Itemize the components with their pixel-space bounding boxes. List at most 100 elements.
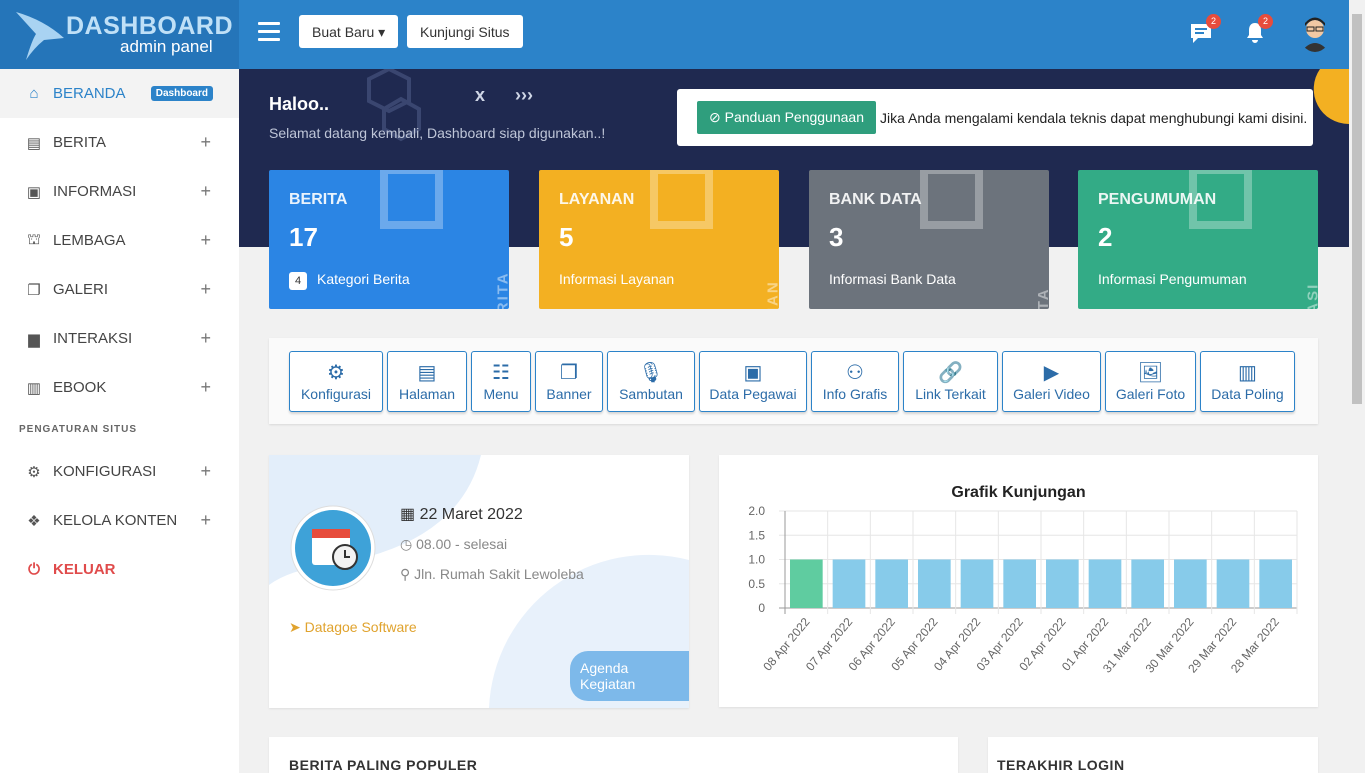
stat-sub-text: Informasi Pengumuman: [1098, 271, 1247, 287]
event-date: ▦ 22 Maret 2022: [400, 504, 523, 524]
page-scrollbar[interactable]: [1349, 0, 1365, 773]
logo-subtitle: admin panel: [120, 37, 213, 56]
stat-sub: Informasi Pengumuman: [1098, 271, 1247, 287]
clock-icon: ◷: [400, 536, 417, 552]
scrollbar-thumb[interactable]: [1352, 14, 1362, 404]
stat-decoration-icon: [920, 170, 983, 229]
sidebar-item-label: BERITA: [53, 134, 107, 151]
messages-badge: 2: [1206, 14, 1221, 29]
shortcut-galeri-video[interactable]: ▶ Galeri Video: [1002, 351, 1101, 412]
notifications-badge: 2: [1258, 14, 1273, 29]
avatar[interactable]: [1299, 14, 1331, 52]
shortcut-sambutan[interactable]: 🎙 Sambutan: [607, 351, 695, 412]
shortcut-info-grafis[interactable]: ⚇ Info Grafis: [811, 351, 899, 412]
bar: [918, 559, 951, 608]
sidebar: ⌂ BERANDA Dashboard ▤ BERITA + ▣ INFORMASI + ⛫…: [0, 69, 239, 773]
shortcut-menu[interactable]: ☷ Menu: [471, 351, 531, 412]
bar: [1046, 559, 1079, 608]
popular-news-title: BERITA PALING POPULER: [289, 757, 478, 773]
stat-sub: 4 Kategori Berita: [289, 271, 410, 290]
sidebar-item-konfigurasi[interactable]: ⚙ KONFIGURASI +: [0, 447, 239, 496]
messages-icon[interactable]: 2: [1189, 14, 1221, 49]
shortcut-data-poling[interactable]: ▥ Data Poling: [1200, 351, 1295, 412]
sidebar-item-label: KELOLA KONTEN: [53, 512, 178, 529]
plus-icon: +: [200, 279, 211, 299]
bar: [1259, 559, 1292, 608]
bell-icon[interactable]: 2: [1245, 14, 1273, 49]
stat-card-layanan[interactable]: LAYANAN 5 Informasi Layanan LAYANAN: [539, 170, 779, 309]
shortcut-label: Halaman: [398, 386, 456, 402]
popular-news-card: BERITA PALING POPULER: [269, 737, 958, 773]
guide-button[interactable]: ⊘ Panduan Penggunaan: [697, 101, 876, 134]
logo[interactable]: DASHBOARD admin panel: [0, 0, 239, 69]
shortcut-data-pegawai[interactable]: ▣ Data Pegawai: [699, 351, 807, 412]
logout-label: KELUAR: [53, 561, 116, 578]
sidebar-section-heading: PENGATURAN SITUS: [19, 424, 138, 435]
logout-button[interactable]: ⏻ KELUAR: [0, 545, 239, 594]
sidebar-item-label: LEMBAGA: [53, 232, 126, 249]
stat-label: BERITA: [289, 191, 348, 208]
book-open-icon: ▥: [26, 379, 42, 397]
sidebar-item-label: BERANDA: [53, 85, 126, 102]
greeting: Haloo..: [269, 94, 330, 114]
sidebar-item-label: EBOOK: [53, 379, 107, 396]
bar: [1088, 559, 1122, 608]
sidebar-item-beranda[interactable]: ⌂ BERANDA Dashboard: [0, 69, 239, 118]
new-dropdown-button[interactable]: Buat Baru ▾: [299, 15, 399, 48]
shortcut-icon: ▤: [417, 362, 437, 384]
menu-toggle-icon[interactable]: [258, 22, 280, 42]
stat-sub-text: Informasi Layanan: [559, 271, 675, 287]
notice-text[interactable]: Jika Anda mengalami kendala teknis dapat…: [879, 109, 1308, 126]
visit-site-button[interactable]: Kunjungi Situs: [407, 15, 523, 48]
shortcut-link-terkait[interactable]: 🔗 Link Terkait: [903, 351, 998, 412]
event-organizer: ➤ Datagoe Software: [289, 619, 417, 636]
sidebar-item-informasi[interactable]: ▣ INFORMASI +: [0, 167, 239, 216]
shortcut-galeri-foto[interactable]: 🖼 Galeri Foto: [1105, 351, 1196, 412]
sidebar-item-berita[interactable]: ▤ BERITA +: [0, 118, 239, 167]
shortcut-icon: ▥: [1238, 362, 1257, 384]
sidebar-item-label: INFORMASI: [53, 183, 137, 200]
plus-icon: +: [200, 230, 211, 250]
event-time-text: 08.00 - selesai: [416, 536, 508, 552]
help-notice: ⊘ Panduan Penggunaan Jika Anda mengalami…: [677, 89, 1313, 146]
y-tick-label: 1.5: [748, 528, 765, 542]
shortcut-banner[interactable]: ❐ Banner: [535, 351, 603, 412]
logo-title: DASHBOARD: [66, 12, 233, 40]
banner-decoration: x ›››: [367, 69, 1349, 142]
shortcut-icon: 🖼: [1137, 362, 1164, 384]
shortcut-icon: ❐: [560, 362, 578, 384]
shortcut-halaman[interactable]: ▤ Halaman: [387, 351, 467, 412]
sidebar-item-galeri[interactable]: ❐ GALERI +: [0, 265, 239, 314]
shortcut-label: Galeri Video: [1013, 386, 1090, 402]
sidebar-item-ebook[interactable]: ▥ EBOOK +: [0, 363, 239, 412]
stat-card-pengumuman[interactable]: PENGUMUMAN 2 Informasi Pengumuman INFOMA…: [1078, 170, 1318, 309]
cogs-icon: ⚙: [27, 463, 41, 481]
stat-decoration-icon: [380, 170, 443, 229]
comments-icon: ▆: [28, 330, 40, 348]
shortcut-label: Konfigurasi: [300, 386, 372, 402]
stat-card-berita[interactable]: BERITA 17 4 Kategori Berita BERITA: [269, 170, 509, 309]
plus-icon: +: [200, 328, 211, 348]
images-icon: ❐: [27, 281, 41, 299]
shortcut-label: Galeri Foto: [1115, 386, 1186, 402]
event-time: ◷ 08.00 - selesai: [400, 536, 507, 553]
bar: [1003, 559, 1036, 608]
bar: [790, 559, 823, 608]
shortcut-icon: ⚙: [327, 362, 345, 384]
sidebar-item-kelola-konten[interactable]: ❖ KELOLA KONTEN +: [0, 496, 239, 545]
agenda-button[interactable]: Agenda Kegiatan: [570, 651, 689, 701]
stat-label: BANK DATA: [829, 191, 922, 208]
shortcut-label: Data Pegawai: [709, 386, 797, 402]
bird-logo-icon: [16, 12, 64, 60]
paper-plane-icon: ➤: [289, 619, 305, 635]
stat-decoration-icon: [650, 170, 713, 229]
caret-down-icon: ▾: [378, 24, 386, 40]
sidebar-item-lembaga[interactable]: ⛫ LEMBAGA +: [0, 216, 239, 265]
shortcut-konfigurasi[interactable]: ⚙ Konfigurasi: [289, 351, 383, 412]
shortcut-icon: ▣: [743, 362, 763, 384]
stat-value: 2: [1098, 222, 1113, 252]
sidebar-item-interaksi[interactable]: ▆ INTERAKSI +: [0, 314, 239, 363]
shortcut-label: Sambutan: [619, 386, 683, 402]
